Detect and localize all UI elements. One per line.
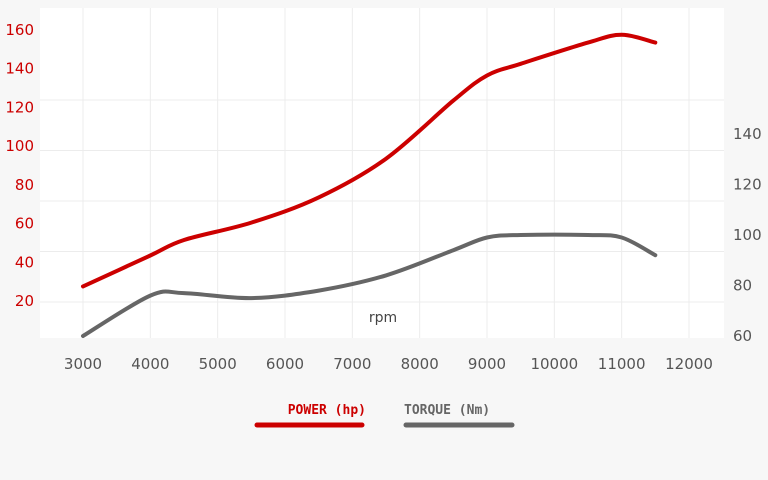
x-tick-label: 7000 <box>333 355 371 373</box>
x-tick-label: 8000 <box>401 355 439 373</box>
x-tick-label: 11000 <box>598 355 646 373</box>
x-tick-label: 9000 <box>468 355 506 373</box>
x-tick-label: 10000 <box>530 355 578 373</box>
vertical-gridlines <box>82 8 690 338</box>
x-tick-label: 5000 <box>199 355 237 373</box>
legend-label-power: POWER (hp) <box>288 403 366 418</box>
series-lines <box>81 32 658 338</box>
legend: POWER (hp) TORQUE (Nm) <box>254 403 515 428</box>
left-tick-label: 120 <box>5 98 34 116</box>
left-tick-label: 20 <box>15 292 34 310</box>
right-tick-label: 80 <box>733 277 752 295</box>
x-tick-label: 6000 <box>266 355 304 373</box>
torque-line <box>81 232 658 338</box>
left-tick-label: 80 <box>15 176 34 194</box>
legend-item-power: POWER (hp) <box>254 403 366 428</box>
right-tick-label: 100 <box>733 226 762 244</box>
plot-area <box>40 8 724 338</box>
horizontal-gridlines <box>40 99 724 303</box>
legend-item-torque: TORQUE (Nm) <box>403 403 515 428</box>
right-tick-label: 120 <box>733 176 762 194</box>
right-axis-torque-ticks: 60 80 100 120 140 <box>733 125 762 345</box>
power-line <box>81 32 658 289</box>
right-tick-label: 60 <box>733 327 752 345</box>
left-tick-label: 60 <box>15 215 34 233</box>
legend-label-torque: TORQUE (Nm) <box>404 403 490 418</box>
x-tick-label: 12000 <box>665 355 713 373</box>
left-tick-label: 160 <box>5 21 34 39</box>
x-axis-rpm-ticks: 3000 4000 5000 6000 7000 8000 9000 10000 11000 12… <box>64 355 713 373</box>
x-axis-label-text: rpm <box>369 310 397 326</box>
right-tick-label: 140 <box>733 125 762 143</box>
left-tick-label: 100 <box>5 137 34 155</box>
x-tick-label: 3000 <box>64 355 102 373</box>
left-axis-power-ticks: 20 40 60 80 100 120 140 160 <box>5 21 34 310</box>
x-axis-label-bg <box>358 304 408 330</box>
left-tick-label: 140 <box>5 60 34 78</box>
x-tick-label: 4000 <box>131 355 169 373</box>
left-tick-label: 40 <box>15 253 34 271</box>
x-axis-label: rpm <box>358 304 408 330</box>
